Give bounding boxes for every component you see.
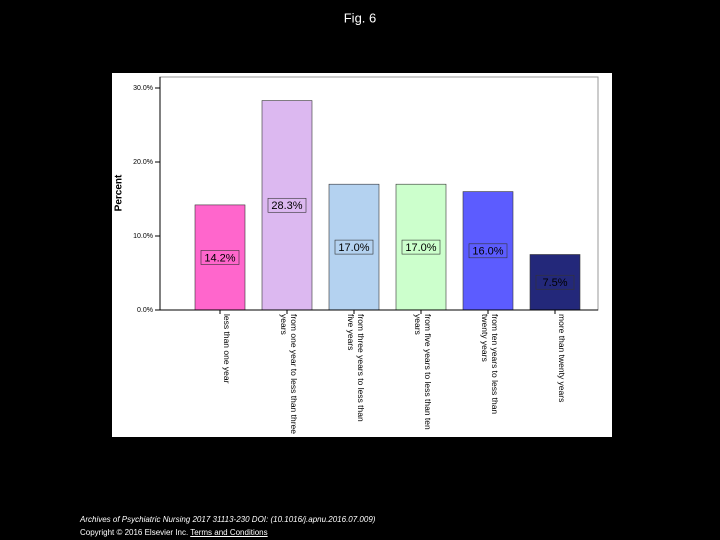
value-label: 14.2% — [204, 252, 235, 264]
value-label-box — [267, 197, 307, 213]
citation-text: Archives of Psychiatric Nursing 2017 311… — [80, 515, 376, 524]
copyright-line: Copyright © 2016 Elsevier Inc. Terms and… — [80, 528, 268, 537]
chart-title: Fig. 6 — [344, 10, 377, 25]
value-label: 7.5% — [542, 277, 567, 289]
value-label: 17.0% — [338, 242, 369, 254]
terms-link[interactable]: Terms and Conditions — [190, 528, 268, 537]
copyright: Copyright © 2016 Elsevier Inc. — [80, 528, 189, 537]
value-label-box — [468, 243, 508, 259]
value-label-box — [401, 239, 441, 255]
value-label-box — [535, 274, 575, 290]
bar — [395, 183, 447, 311]
value-label-box — [200, 250, 240, 265]
y-tick-label: 20.0% — [133, 159, 153, 166]
x-tick-label: from five years to less than ten years — [413, 314, 433, 430]
citation: Archives of Psychiatric Nursing 2017 311… — [80, 515, 375, 524]
value-label: 28.3% — [271, 200, 302, 212]
value-label: 17.0% — [405, 242, 436, 254]
x-tick-label: from one year to less than three years — [279, 314, 299, 434]
x-tick-label: less than one year — [222, 314, 232, 384]
value-label: 16.0% — [472, 246, 503, 258]
y-tick-label: 10.0% — [133, 233, 153, 240]
bar — [328, 183, 380, 311]
x-tick-label: more than twenty years — [557, 314, 567, 403]
y-axis-label: Percent — [114, 174, 125, 211]
x-tick-label: from three years to less than five years — [346, 314, 366, 422]
value-label-box — [334, 239, 374, 255]
bar — [261, 100, 313, 311]
bar — [462, 191, 514, 311]
y-tick-label: 30.0% — [133, 85, 153, 92]
y-tick-label: 0.0% — [137, 307, 153, 314]
x-tick-label: from ten years to less than twenty years — [480, 314, 500, 415]
